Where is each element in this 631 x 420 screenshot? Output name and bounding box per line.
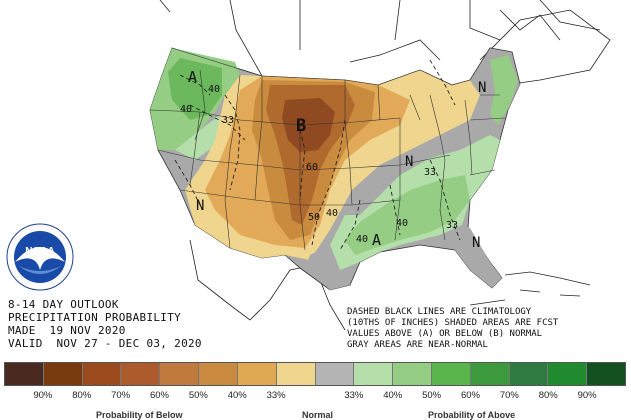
state-borders <box>149 47 521 251</box>
legend-percent-label: 70% <box>111 390 131 401</box>
legend-above-title: Probability of Above <box>428 410 516 420</box>
legend-normal-title: Normal <box>302 410 334 420</box>
contour-50-south: 50 <box>308 212 320 223</box>
northwest-above-40-region <box>168 58 222 120</box>
legend-percent-label: 90% <box>577 390 597 401</box>
mexico-region <box>189 239 346 331</box>
legend-percent-label: 70% <box>499 390 519 401</box>
noaa-seagull-logo-icon: NOAA <box>5 222 75 292</box>
legend-percent-label: 80% <box>72 390 92 401</box>
legend-percent-label: 50% <box>422 390 442 401</box>
legend-swatch <box>43 363 83 385</box>
legend-swatch <box>82 363 122 385</box>
legend-percent-label: 40% <box>227 390 247 401</box>
note-line-4: GRAY AREAS ARE NEAR-NORMAL <box>347 340 488 350</box>
legend-swatch <box>431 363 471 385</box>
legend-swatch <box>354 363 394 385</box>
legend-percent-label: 40% <box>383 390 403 401</box>
legend-swatch <box>5 363 44 385</box>
contour-40-west: 40 <box>208 84 220 95</box>
legend-below-title: Probability of Below <box>96 410 183 420</box>
contour-40-nw: 40 <box>180 104 192 115</box>
legend-percent-label: 60% <box>460 390 480 401</box>
legend-swatch <box>315 363 355 385</box>
near-normal-label-se: N <box>472 235 480 251</box>
near-normal-label-sw: N <box>196 198 204 214</box>
legend-swatch <box>276 363 316 385</box>
canada-region <box>159 0 611 85</box>
legend-percent-label: 60% <box>149 390 169 401</box>
caribbean-islands <box>469 271 591 306</box>
contour-40-south: 40 <box>326 208 338 219</box>
legend-swatch <box>548 363 588 385</box>
below-label-center: B <box>296 116 306 136</box>
legend-percent-label: 90% <box>33 390 53 401</box>
legend-swatch <box>509 363 549 385</box>
contour-40-se: 40 <box>396 218 408 229</box>
contour-33-se: 33 <box>446 220 458 231</box>
contour-33-east: 33 <box>424 167 436 178</box>
legend-swatch <box>237 363 277 385</box>
legend-swatch <box>121 363 161 385</box>
above-label-se: A <box>372 231 381 249</box>
climatology-contours <box>174 59 461 251</box>
legend-percent-label: 50% <box>188 390 208 401</box>
near-normal-label-ne: N <box>478 80 486 96</box>
note-line-1: DASHED BLACK LINES ARE CLIMATOLOGY <box>347 307 532 317</box>
made-date: MADE 19 NOV 2020 <box>8 324 126 337</box>
legend-swatch <box>470 363 510 385</box>
florida-near-normal-region <box>440 225 502 288</box>
legend-swatch <box>393 363 432 385</box>
legend-percent-labels: 90% 80% 70% 60% 50% 40% 33% 33% 40% 50% 60% 70% 80% 9… <box>4 390 626 404</box>
above-label-west: A <box>188 68 197 86</box>
note-line-3: VALUES ABOVE (A) OR BELOW (B) NORMAL <box>347 329 543 339</box>
legend-swatch <box>199 363 238 385</box>
contour-40-se2: 40 <box>356 234 368 245</box>
valid-dates: VALID NOV 27 - DEC 03, 2020 <box>8 337 202 350</box>
texas-gulf-near-normal-region <box>305 245 350 290</box>
southeast-above-40-region <box>345 175 470 255</box>
legend-percent-label: 80% <box>538 390 558 401</box>
legend-swatch <box>587 363 625 385</box>
northeast-above-region <box>490 55 518 125</box>
contour-60-center: 60 <box>306 162 318 173</box>
note-line-2: (10THS OF INCHES) SHADED AREAS ARE FCST <box>347 318 559 328</box>
legend-swatch <box>160 363 200 385</box>
noaa-logo-text: NOAA <box>25 246 54 257</box>
ohio-valley-near-normal-band <box>345 48 520 215</box>
legend-color-bar <box>4 362 626 386</box>
contour-labels: A B N N N N A 40 33 40 60 50 40 33 40 40… <box>180 68 486 251</box>
near-normal-label-east: N <box>405 154 413 170</box>
plains-below-70-region <box>282 98 335 152</box>
legend-percent-label: 33% <box>344 390 364 401</box>
outlook-subtitle: PRECIPITATION PROBABILITY <box>8 311 182 324</box>
legend-percent-label: 33% <box>266 390 286 401</box>
contour-33-west: 33 <box>222 115 234 126</box>
outlook-title: 8-14 DAY OUTLOOK <box>8 298 119 311</box>
